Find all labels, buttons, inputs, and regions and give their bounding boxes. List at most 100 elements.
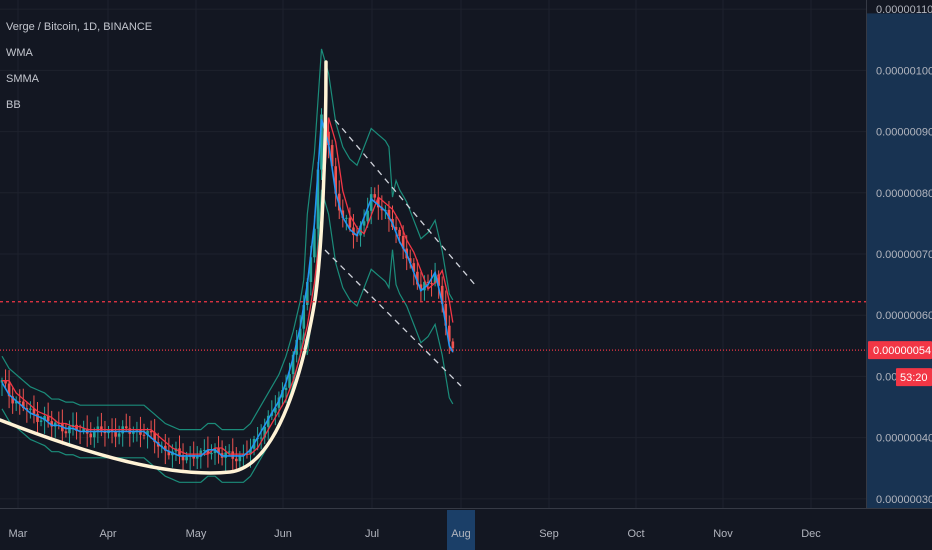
candle-body <box>337 193 341 211</box>
x-tick-label: May <box>186 528 207 540</box>
indicator-wma[interactable]: WMA <box>6 47 33 59</box>
candle-body <box>178 448 181 456</box>
candle-body <box>419 284 423 291</box>
grid <box>0 0 866 508</box>
candle-body <box>39 420 43 422</box>
candle-body <box>25 408 29 410</box>
current-price-badge <box>868 341 932 360</box>
candle-body <box>206 449 210 455</box>
candle-body <box>149 430 153 433</box>
bb-lower-band <box>1 189 454 483</box>
channel-upper-line[interactable] <box>334 119 477 287</box>
candle-body <box>313 228 316 258</box>
candle-body <box>288 374 291 388</box>
candle-body <box>139 430 142 435</box>
candle-body <box>320 114 323 170</box>
x-tick-label: Apr <box>99 528 116 540</box>
candle-body <box>440 285 444 304</box>
candle-body <box>181 455 185 461</box>
candle-body <box>224 452 227 458</box>
candle-body <box>341 210 345 218</box>
candle-body <box>334 166 337 194</box>
candle-body <box>210 453 213 455</box>
x-tick-label: Mar <box>9 528 28 540</box>
candle-body <box>369 194 373 211</box>
candle-body <box>437 274 440 286</box>
candle-body <box>263 426 266 438</box>
candle-body <box>259 437 263 439</box>
x-tick-label: Jun <box>274 528 292 540</box>
candle-body <box>266 415 270 427</box>
candle-body <box>146 430 149 436</box>
candle-body <box>302 304 306 329</box>
candle-body <box>164 445 167 451</box>
x-axis-labels: Mar Apr May Jun Jul Aug Sep Oct Nov Dec <box>9 510 821 550</box>
y-tick-label: 0.00000110 <box>876 4 932 16</box>
candle-body <box>448 325 451 342</box>
candle-body <box>309 257 313 282</box>
y-tick-label: 0.00000060 <box>876 310 932 322</box>
countdown-label: 53:20 <box>900 372 928 384</box>
candle-body <box>345 217 348 219</box>
candle-body <box>377 197 380 208</box>
candle-body <box>277 397 281 408</box>
bollinger-bands <box>1 48 454 483</box>
candle-body <box>274 407 277 413</box>
x-tick-label: Jul <box>365 528 379 540</box>
candle-body <box>64 431 68 434</box>
candle-body <box>96 426 100 432</box>
y-axis-selection-band <box>867 13 932 509</box>
candle-body <box>53 422 57 427</box>
candle-body <box>430 282 433 284</box>
candle-body <box>362 221 366 226</box>
candle-body <box>167 450 171 456</box>
candle-body <box>29 408 32 410</box>
candle-body <box>249 448 252 455</box>
candle-body <box>7 383 11 397</box>
candle-body <box>117 433 121 437</box>
candle-body <box>124 426 128 429</box>
y-tick-label: 0.00000080 <box>876 188 932 200</box>
candle-body <box>433 274 437 284</box>
y-tick-label: 0.00000100 <box>876 65 932 77</box>
candle-body <box>394 226 398 230</box>
candle-body <box>238 455 242 462</box>
curve-drawing[interactable] <box>0 60 328 475</box>
y-tick-label: 0.00000030 <box>876 494 932 506</box>
candle-body <box>231 451 235 459</box>
candle-body <box>316 169 320 229</box>
candle-body <box>284 387 288 391</box>
candle-body <box>46 416 50 422</box>
candle-body <box>36 413 39 422</box>
candle-body <box>426 281 430 283</box>
candle-body <box>142 434 146 436</box>
bb-upper-band <box>1 48 454 431</box>
candle-body <box>373 194 377 198</box>
candle-body <box>195 456 199 459</box>
candle-body <box>408 258 412 264</box>
indicator-smma[interactable]: SMMA <box>6 73 39 85</box>
current-price-label: 0.00000054 <box>873 345 931 357</box>
x-tick-label: Dec <box>801 528 821 540</box>
candle-body <box>366 210 369 222</box>
candle-body <box>11 396 14 404</box>
indicator-bb[interactable]: BB <box>6 99 21 111</box>
candle-body <box>444 303 448 326</box>
candle-body <box>227 451 231 453</box>
candle-body <box>348 217 352 228</box>
candle-body <box>82 428 85 432</box>
candle-body <box>32 408 36 414</box>
candle-body <box>295 339 298 355</box>
y-tick-label: 0.00000040 <box>876 433 932 445</box>
candle-body <box>235 458 238 462</box>
candle-body <box>100 426 103 431</box>
candle-body <box>352 227 355 236</box>
candle-body <box>22 401 25 409</box>
symbol-title[interactable]: Verge / Bitcoin, 1D, BINANCE <box>6 21 153 33</box>
countdown-badge <box>896 368 932 387</box>
candle-body <box>132 431 135 434</box>
candle-body <box>68 426 71 434</box>
candle-body <box>327 131 330 146</box>
x-tick-label: Sep <box>539 528 559 540</box>
